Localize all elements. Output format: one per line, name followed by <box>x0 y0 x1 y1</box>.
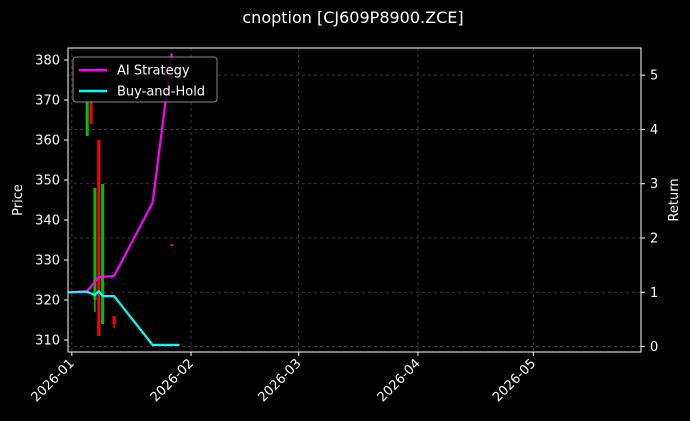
candle-body <box>101 184 105 324</box>
candle-body <box>97 140 101 336</box>
chart-title: cnoption [CJ609P8900.ZCE] <box>242 8 463 27</box>
y-tick-label: 330 <box>35 254 60 269</box>
y-tick-label: 340 <box>35 214 60 229</box>
series-lines <box>67 53 180 346</box>
y-tick-label: 370 <box>35 94 60 109</box>
legend: AI Strategy Buy-and-Hold <box>72 56 218 103</box>
y-axis-ticks: 310 320 330 340 350 360 370 380 <box>35 54 68 349</box>
plot-frame <box>67 47 642 353</box>
y-axis-label: Price <box>11 184 26 216</box>
y-right-tick-label: 4 <box>650 123 658 138</box>
y-right-tick-label: 5 <box>650 69 658 84</box>
y-tick-label: 310 <box>35 334 60 349</box>
legend-label: Buy-and-Hold <box>117 85 205 100</box>
y-tick-label: 360 <box>35 134 60 149</box>
candle-body <box>170 244 174 246</box>
legend-box <box>72 56 218 103</box>
candle-body <box>89 100 93 124</box>
y-right-tick-label: 1 <box>650 286 658 301</box>
y-right-tick-label: 3 <box>650 177 658 192</box>
y-tick-label: 380 <box>35 54 60 69</box>
y-tick-label: 320 <box>35 294 60 309</box>
y-axis-right-ticks: 0 1 2 3 4 5 <box>641 69 658 355</box>
legend-label: AI Strategy <box>117 64 190 79</box>
candle-body <box>93 188 97 300</box>
candle-body <box>112 316 116 324</box>
y-axis-right-label: Return <box>667 178 682 221</box>
y-tick-label: 350 <box>35 174 60 189</box>
y-right-tick-label: 2 <box>650 232 658 247</box>
candles <box>85 96 174 336</box>
y-right-tick-label: 0 <box>650 340 658 355</box>
candle-body <box>85 100 89 136</box>
series-line-buy-and-hold <box>67 290 180 346</box>
